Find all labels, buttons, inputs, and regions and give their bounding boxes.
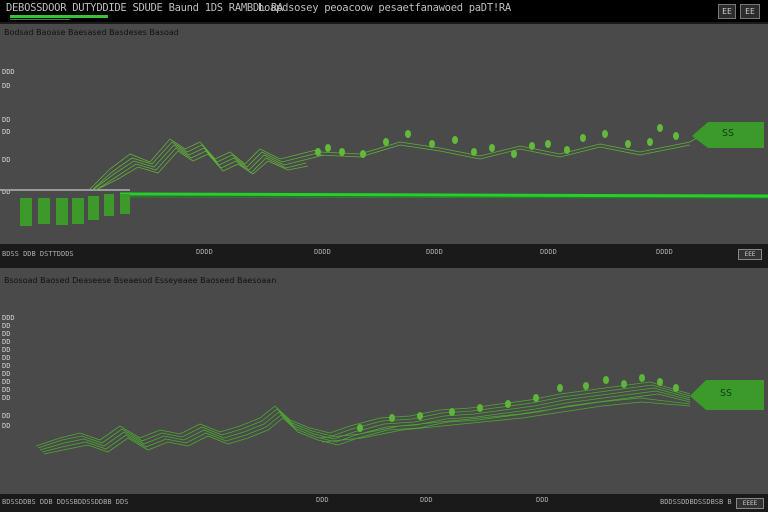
window-button-b[interactable]: EE [740,4,760,19]
waveform-markers [357,374,679,432]
y-tick-label: DDD [2,68,15,76]
end-tag-label: SS [706,388,746,399]
end-tag-label: SS [708,128,748,139]
y-tick-label: DD [2,188,11,196]
signal-markers [315,124,679,158]
waveform-cluster [89,135,701,191]
signal-plot-top [0,122,768,226]
y-tick-label: DD [2,116,11,124]
y-tick-label: DD [2,156,11,164]
y-tick-label: DD [2,330,11,338]
axis-tick-label: DDDD [656,248,673,256]
window-title: DEBOSSDOOR DUTYDDIDE SDUDE Baund 1DS RAM… [6,2,283,14]
axis-right-label: BDDSSDDBDSSDBSB B [660,498,732,506]
y-tick-label: DD [2,422,11,430]
y-tick-label: DD [2,338,11,346]
y-tick-label: DD [2,346,11,354]
axis-left-label: BDSS DDB DSTTDDDS [2,250,74,258]
y-tick-label: DD [2,354,11,362]
axis-tick-label: DDD [536,496,549,504]
axis-button-bottom[interactable]: EEEE [736,498,764,509]
signal-line [119,192,768,198]
y-tick-label: DD [2,362,11,370]
axis-tick-label: DDDD [426,248,443,256]
waveform-bundle [35,381,691,455]
y-tick-label: DD [2,128,11,136]
window-button-a[interactable]: EE [718,4,736,19]
y-tick-label: DD [2,322,11,330]
y-tick-label: DD [2,370,11,378]
y-tick-label: DDD [2,314,15,322]
panel-bottom-label: Bsosoad Baosed Deaseese Bseaesod Esseyea… [4,276,277,285]
axis-tick-label: DDD [316,496,329,504]
signal-panel-top[interactable]: Bodsad Baoase Baesased Basdeses Basoad D… [0,24,768,244]
y-tick-label: DD [2,412,11,420]
window-subtitle: hoapdsosey peoacoow pesaetfanawoed paDT!… [258,2,511,14]
title-progress-indicator [10,15,108,18]
y-tick-label: DD [2,378,11,386]
axis-tick-label: DDDD [314,248,331,256]
signal-plot-bottom [35,374,764,455]
axis-tick-label: DDDD [196,248,213,256]
panel-top-label: Bodsad Baoase Baesased Basdeses Basoad [4,28,179,37]
title-progress-indicator-secondary [10,19,70,20]
signal-bars [20,194,130,226]
axis-tick-label: DDDD [540,248,557,256]
axis-button-top[interactable]: EEE [738,249,762,260]
y-tick-label: DD [2,394,11,402]
axis-left-label: BDSSDDBS DDB DDSSBDDSSDDBB DDS [2,498,129,506]
y-tick-label: DD [2,82,11,90]
signal-panel-bottom[interactable]: Bsosoad Baosed Deaseese Bseaesod Esseyea… [0,268,768,494]
y-tick-label: DD [2,386,11,394]
axis-tick-label: DDD [420,496,433,504]
axis-bar-bottom: BDSSDDBS DDB DDSSBDDSSDDBB DDS DDD DDD D… [0,494,768,512]
axis-bar-top: BDSS DDB DSTTDDDS DDDD DDDD DDDD DDDD DD… [0,244,768,264]
title-bar: DEBOSSDOOR DUTYDDIDE SDUDE Baund 1DS RAM… [0,0,768,22]
